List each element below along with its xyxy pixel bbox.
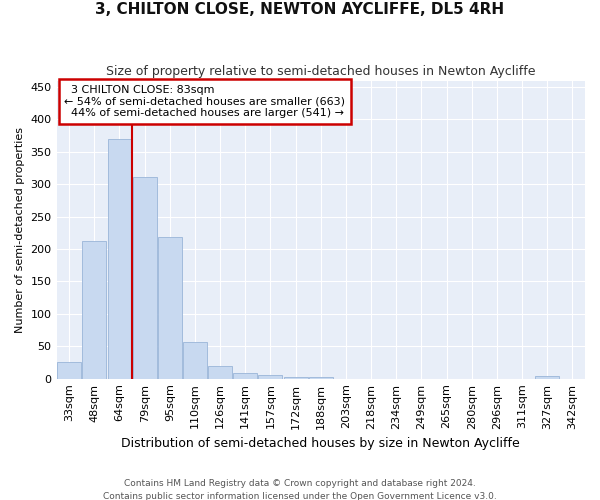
Bar <box>107 139 131 378</box>
Y-axis label: Number of semi-detached properties: Number of semi-detached properties <box>15 126 25 332</box>
Bar <box>133 177 157 378</box>
Text: 3, CHILTON CLOSE, NEWTON AYCLIFFE, DL5 4RH: 3, CHILTON CLOSE, NEWTON AYCLIFFE, DL5 4… <box>95 2 505 18</box>
Bar <box>535 376 559 378</box>
Bar <box>158 238 182 378</box>
Bar <box>284 376 308 378</box>
Bar <box>208 366 232 378</box>
Bar <box>259 375 283 378</box>
Title: Size of property relative to semi-detached houses in Newton Aycliffe: Size of property relative to semi-detach… <box>106 65 536 78</box>
Bar <box>57 362 81 378</box>
Text: Contains HM Land Registry data © Crown copyright and database right 2024.
Contai: Contains HM Land Registry data © Crown c… <box>103 480 497 500</box>
Text: 3 CHILTON CLOSE: 83sqm
← 54% of semi-detached houses are smaller (663)
  44% of : 3 CHILTON CLOSE: 83sqm ← 54% of semi-det… <box>64 85 346 118</box>
Bar <box>82 242 106 378</box>
Bar <box>183 342 207 378</box>
X-axis label: Distribution of semi-detached houses by size in Newton Aycliffe: Distribution of semi-detached houses by … <box>121 437 520 450</box>
Bar <box>233 374 257 378</box>
